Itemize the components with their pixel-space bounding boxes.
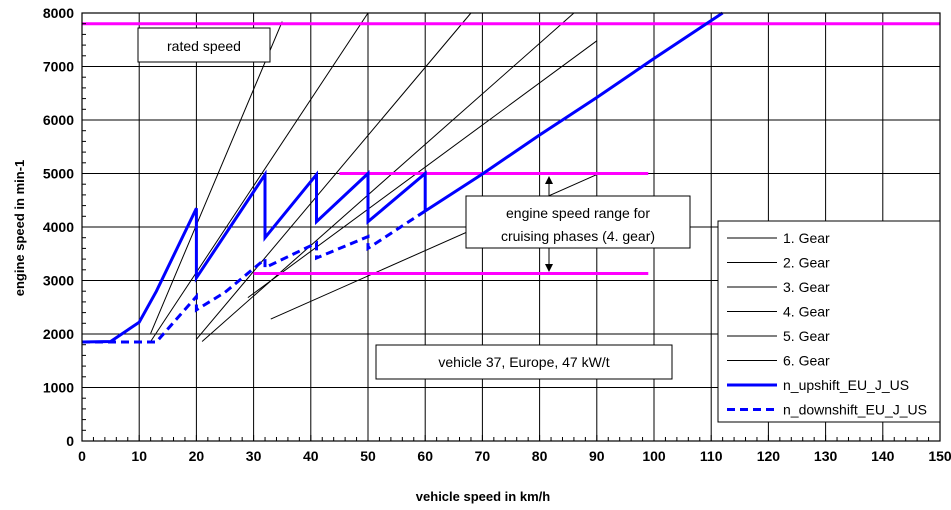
x-tick-label: 0: [78, 448, 86, 464]
x-tick-label: 50: [360, 448, 376, 464]
x-axis-label: vehicle speed in km/h: [416, 489, 550, 504]
cruising-range-label-line1: engine speed range for: [506, 205, 650, 221]
gear-line-1: [150, 21, 283, 334]
x-tick-label: 30: [246, 448, 262, 464]
y-axis-label: engine speed in min-1: [12, 160, 27, 297]
legend-label: 4. Gear: [783, 304, 830, 320]
x-tick-label: 150: [928, 448, 951, 464]
x-tick-label: 100: [642, 448, 666, 464]
gear-line-5: [247, 40, 598, 299]
x-tick-label: 120: [757, 448, 781, 464]
vehicle-info-label: vehicle 37, Europe, 47 kW/t: [438, 354, 609, 370]
gear-line-2: [150, 12, 369, 342]
x-tick-label: 110: [700, 448, 723, 464]
legend-label: 1. Gear: [783, 230, 830, 246]
y-tick-label: 2000: [43, 326, 74, 342]
y-tick-label: 4000: [43, 219, 74, 235]
x-tick-label: 80: [532, 448, 548, 464]
y-tick-label: 1000: [43, 380, 74, 396]
gear-lines: [150, 12, 598, 342]
x-tick-label: 10: [131, 448, 147, 464]
cruising-range-box: [465, 195, 691, 249]
range-arrow-down-head: [545, 264, 553, 272]
x-tick-label: 70: [475, 448, 491, 464]
vehicle-info-box: [375, 344, 673, 380]
range-arrow-up-head: [545, 176, 553, 184]
series-n_upshift_EU_J_US: [81, 11, 724, 344]
cruising-range-label-line2: cruising phases (4. gear): [501, 228, 655, 244]
legend-label: n_downshift_EU_J_US: [783, 402, 927, 418]
reference-lines: [82, 22, 940, 276]
legend-box: [717, 220, 941, 423]
rated-speed-box: [137, 27, 271, 63]
y-tick-label: 0: [66, 433, 74, 449]
x-tick-label: 60: [417, 448, 433, 464]
x-tick-label: 20: [189, 448, 205, 464]
y-tick-label: 6000: [43, 112, 74, 128]
shift-series: [81, 11, 724, 344]
x-tick-label: 130: [814, 448, 838, 464]
legend-label: 5. Gear: [783, 328, 830, 344]
gear-line-4: [201, 12, 575, 342]
gear-line-3: [196, 12, 472, 340]
y-tick-label: 3000: [43, 273, 74, 289]
rated-speed-label: rated speed: [167, 38, 241, 54]
legend-label: 2. Gear: [783, 255, 830, 271]
legend: 1. Gear 2. Gear 3. Gear 4. Gear 5. Gear 6. Ge…: [717, 220, 941, 423]
y-tick-label: 8000: [43, 5, 74, 21]
x-tick-label: 90: [589, 448, 605, 464]
series-n_downshift_EU_J_US: [82, 209, 427, 344]
y-tick-label: 5000: [43, 166, 74, 182]
legend-label: 6. Gear: [783, 353, 830, 369]
annotations: rated speed engine speed range for cruis…: [137, 27, 691, 380]
tick-labels: 0 10 20 30 40 50 60 70 80 90 100 110 120 130 140 150 0 10…: [43, 5, 951, 464]
legend-label: 3. Gear: [783, 279, 830, 295]
x-tick-label: 140: [871, 448, 895, 464]
y-tick-label: 7000: [43, 59, 74, 75]
x-tick-label: 40: [303, 448, 319, 464]
legend-label: n_upshift_EU_J_US: [783, 377, 909, 393]
